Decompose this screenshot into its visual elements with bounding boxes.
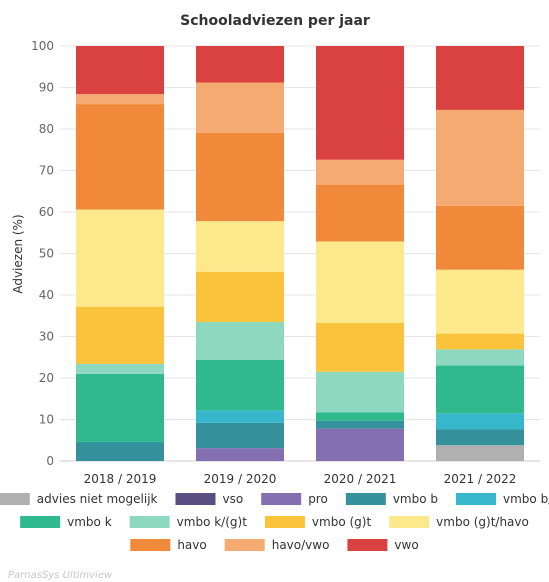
bar-segment[interactable] [316,420,404,429]
x-tick-label: 2018 / 2019 [84,472,157,486]
legend-swatch [130,539,171,551]
y-tick-label: 80 [39,122,54,136]
legend-label: vmbo k/(g)t [177,515,248,529]
y-tick-label: 70 [39,164,54,178]
y-tick-label: 100 [31,39,54,53]
x-tick-label: 2021 / 2022 [444,472,517,486]
bar-segment[interactable] [76,94,164,105]
y-tick-label: 50 [39,247,54,261]
x-tick-label: 2020 / 2021 [324,472,397,486]
bar-segment[interactable] [196,448,284,461]
legend-swatch [261,493,302,505]
legend-label: vmbo k [67,515,112,529]
x-tick-label: 2019 / 2020 [204,472,277,486]
bar-segment[interactable] [196,46,284,83]
y-tick-label: 10 [39,413,54,427]
bar-segment[interactable] [196,422,284,449]
y-axis-label: Adviezen (%) [11,214,25,293]
bar-segment[interactable] [316,159,404,185]
bar-segment[interactable] [436,269,524,334]
legend: advies niet mogelijk vso pro vmbo b vmbo b/k… [0,492,549,552]
y-tick-label: 60 [39,205,54,219]
bar-segment[interactable] [436,445,524,461]
legend-swatch [264,516,305,528]
legend-label: vmbo (g)t/havo [436,515,529,529]
bar-segment[interactable] [436,333,524,350]
bar-segment[interactable] [316,46,404,160]
legend-label: vwo [394,538,418,552]
bar-segment[interactable] [76,363,164,374]
bar-segment[interactable] [76,441,164,461]
legend-item[interactable]: vmbo b/k [456,492,549,506]
y-tick-label: 40 [39,288,54,302]
bar-segment[interactable] [76,209,164,307]
legend-item[interactable]: vmbo (g)t/havo [389,515,529,529]
bar-segment[interactable] [76,306,164,364]
bar-segment[interactable] [196,221,284,272]
bar-segment[interactable] [436,413,524,430]
bar-segment[interactable] [196,271,284,322]
bar-segment[interactable] [76,46,164,95]
legend-swatch [129,516,170,528]
legend-label: vmbo b [393,492,438,506]
legend-item[interactable]: pro [261,492,328,506]
legend-label: vmbo (g)t [312,515,372,529]
y-tick-label: 20 [39,371,54,385]
legend-swatch [224,539,265,551]
y-axis-ticks: 0 10 20 30 40 50 60 70 80 90 100 [31,39,54,468]
legend-item[interactable]: havo [130,538,207,552]
x-axis-ticks: 2018 / 2019 2019 / 2020 2020 / 2021 2021 / … [84,472,517,486]
chart-title: Schooladviezen per jaar [180,13,370,29]
legend-swatch [347,539,388,551]
legend-label: pro [308,492,328,506]
bar-segment[interactable] [316,412,404,421]
bar-segment[interactable] [316,241,404,323]
credit-text: ParnasSys Ultimview [8,570,113,581]
bar-segment[interactable] [196,321,284,360]
legend-label: havo [177,538,206,552]
bar-segment[interactable] [76,104,164,210]
legend-swatch [345,493,386,505]
legend-item[interactable]: vwo [347,538,419,552]
bar-segment[interactable] [76,373,164,442]
bar-segment[interactable] [436,46,524,110]
y-tick-label: 30 [39,330,54,344]
bar-segment[interactable] [196,82,284,133]
legend-item[interactable]: vmbo k/(g)t [129,515,248,529]
legend-item[interactable]: havo/vwo [224,538,330,552]
bar-segment[interactable] [436,429,524,446]
legend-swatch [456,493,497,505]
bar-segment[interactable] [316,428,404,461]
bar-segment[interactable] [196,359,284,411]
bar-segment[interactable] [316,184,404,242]
legend-item[interactable]: vso [175,492,243,506]
bar-segment[interactable] [436,109,524,206]
legend-label: vso [222,492,243,506]
legend-item[interactable]: advies niet mogelijk [0,492,158,506]
y-tick-label: 0 [46,454,54,468]
bar-segment[interactable] [316,322,404,372]
legend-item[interactable]: vmbo b [345,492,438,506]
legend-label: vmbo b/k [503,492,549,506]
legend-swatch [389,516,430,528]
bar-segment[interactable] [436,205,524,270]
bar-segment[interactable] [436,365,524,414]
bar-segment[interactable] [196,410,284,423]
legend-swatch [175,493,216,505]
legend-label: havo/vwo [272,538,330,552]
legend-item[interactable]: vmbo k [20,515,112,529]
legend-swatch [0,493,30,505]
bar-segment[interactable] [436,349,524,366]
bars-layer [76,46,524,461]
legend-item[interactable]: vmbo (g)t [264,515,372,529]
bar-segment[interactable] [316,371,404,413]
y-tick-label: 90 [39,81,54,95]
bar-segment[interactable] [196,132,284,222]
legend-swatch [20,516,61,528]
legend-label: advies niet mogelijk [37,492,158,506]
